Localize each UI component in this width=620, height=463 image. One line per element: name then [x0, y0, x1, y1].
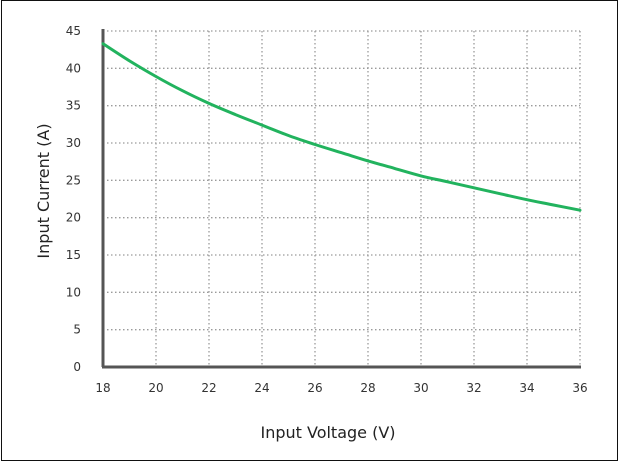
y-tick-label: 10	[66, 285, 81, 299]
series-lines	[101, 42, 582, 212]
y-tick-label: 35	[66, 99, 81, 113]
y-tick-label: 30	[66, 136, 81, 150]
x-tick-label: 22	[201, 381, 216, 395]
y-tick-label: 20	[66, 211, 81, 225]
y-tick-label: 15	[66, 248, 81, 262]
y-tick-label: 45	[66, 24, 81, 38]
series-line	[101, 42, 582, 212]
x-tick-label: 30	[413, 381, 428, 395]
y-tick-label: 25	[66, 173, 81, 187]
x-tick-label: 24	[254, 381, 269, 395]
y-tick-label: 40	[66, 61, 81, 75]
x-tick-label: 36	[572, 381, 587, 395]
x-tick-label: 20	[148, 381, 163, 395]
tick-labels: 18 20 22 24 26 28 30 32 34 36 0 5 10 15 20 25 30 35 40 45	[66, 24, 588, 395]
axes	[101, 29, 581, 369]
grid-lines	[103, 30, 581, 367]
y-tick-label: 0	[73, 360, 81, 374]
x-tick-label: 26	[307, 381, 322, 395]
x-axis-label: Input Voltage (V)	[260, 423, 395, 442]
x-tick-label: 28	[360, 381, 375, 395]
x-tick-label: 18	[95, 381, 110, 395]
x-tick-label: 34	[519, 381, 534, 395]
x-tick-label: 32	[466, 381, 481, 395]
y-axis-label: Input Current (A)	[34, 123, 53, 258]
y-tick-label: 5	[73, 323, 81, 337]
